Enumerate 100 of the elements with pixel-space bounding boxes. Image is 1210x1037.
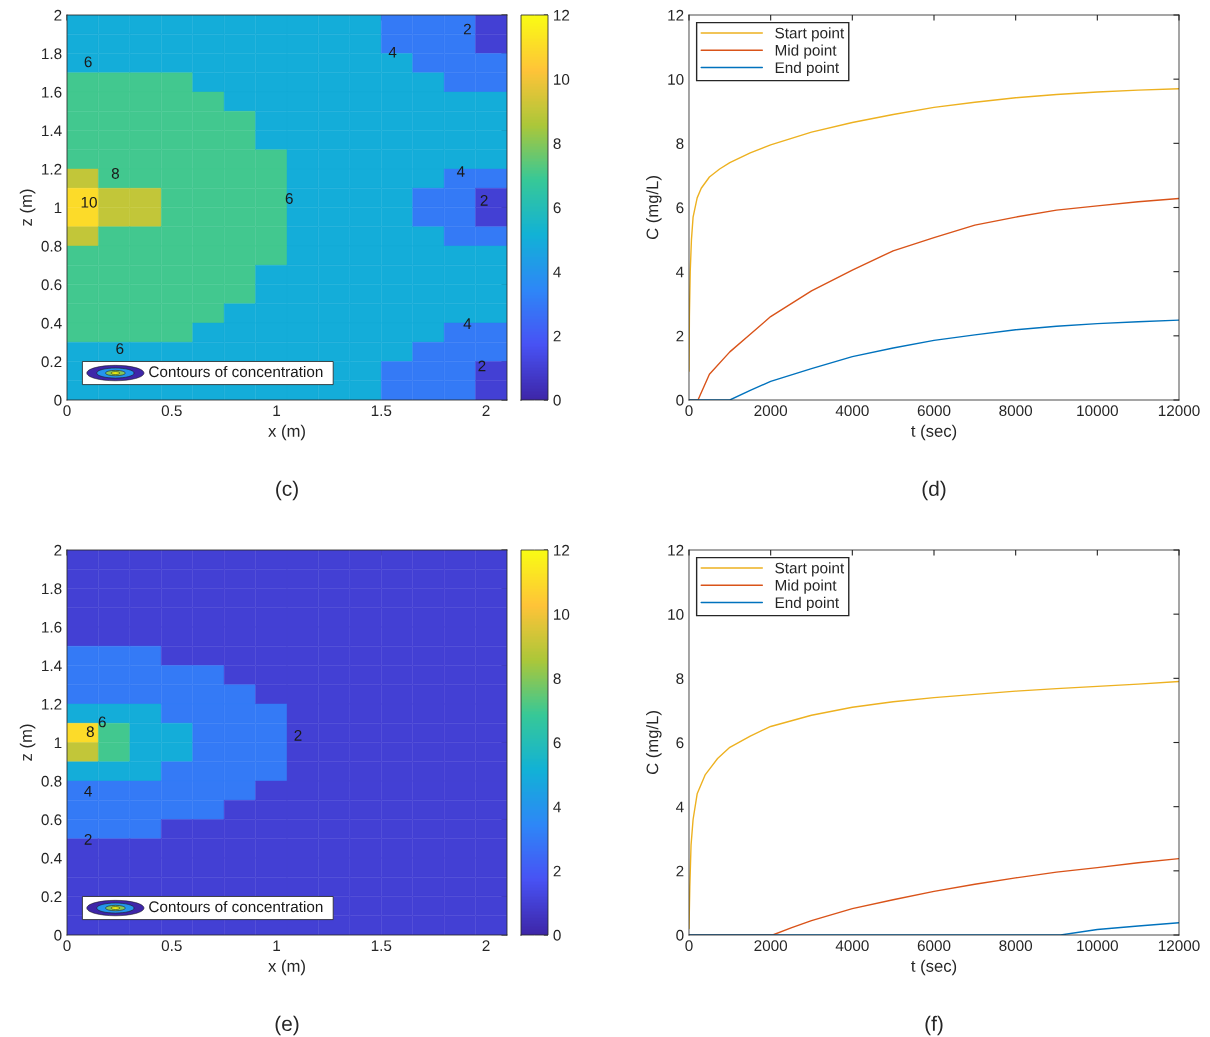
y-tick-label: 1.4 — [42, 125, 62, 137]
legend-label: Mid point — [775, 44, 837, 59]
color-bar-label: 4 — [553, 266, 561, 278]
x-tick-label: 2000 — [754, 405, 788, 417]
y-tick-label: 1.8 — [42, 48, 62, 60]
y-tick-label: 4 — [675, 801, 684, 813]
text: (e) — [275, 1015, 299, 1036]
annotation: 6 — [285, 193, 293, 204]
y-tick-label: 1 — [54, 737, 62, 749]
annotation: 2 — [463, 23, 471, 35]
legend-label: Start point — [775, 562, 845, 577]
y-tick-label: 8 — [676, 673, 684, 685]
annotation: 4 — [463, 318, 472, 329]
text: (d) — [922, 480, 946, 501]
y-tick-label: 1 — [54, 202, 62, 214]
text: (c) — [276, 480, 298, 501]
x-tick-label: 1 — [273, 940, 281, 951]
color-bar-label: 4 — [553, 801, 561, 813]
y-tick-label: 0 — [676, 929, 684, 941]
color-bar-label: 10 — [554, 74, 570, 85]
x-tick-label: 4000 — [835, 405, 869, 417]
color-bar-label: 12 — [554, 544, 570, 556]
color-bar-label: 10 — [554, 609, 570, 620]
y-tick-label: 0 — [54, 929, 62, 941]
y-tick-label: 0.4 — [41, 852, 62, 864]
y-tick-label: 0.4 — [41, 317, 62, 329]
y-tick-label: 1.2 — [42, 163, 62, 175]
x-tick-label: 12000 — [1158, 405, 1200, 417]
annotation: 6 — [84, 56, 92, 68]
x-tick-label: 0 — [685, 940, 693, 952]
annotation: 2 — [480, 195, 488, 206]
x-tick-label: 6000 — [917, 940, 951, 952]
x-tick-label: 10000 — [1077, 405, 1118, 417]
x-tick-label: 2 — [482, 405, 490, 416]
x-tick-label: 1.5 — [371, 405, 392, 417]
y-tick-label: 2 — [54, 9, 62, 21]
annotation: Contours of concentration — [149, 900, 323, 913]
x-tick-label: 1 — [273, 405, 281, 416]
x-tick-label: 0.5 — [161, 405, 182, 417]
y-tick-label: 10 — [668, 609, 684, 620]
y-tick-label: 1.6 — [42, 621, 62, 633]
annotation: 2 — [478, 360, 486, 372]
x-tick-label: 0 — [63, 405, 71, 417]
y-tick-label: 2 — [676, 330, 684, 342]
y-axis-title: C (mg/L) — [646, 711, 662, 775]
x-axis-title: t (sec) — [911, 959, 957, 976]
annotation: Contours of concentration — [149, 365, 323, 378]
y-tick-label: 12 — [668, 9, 684, 21]
x-tick-label: 0.5 — [161, 940, 182, 952]
y-tick-label: 0.6 — [41, 279, 62, 291]
y-tick-label: 1.2 — [42, 698, 62, 710]
y-tick-label: 0.8 — [41, 240, 62, 252]
annotation: 2 — [84, 833, 92, 845]
color-bar-label: 0 — [553, 929, 561, 941]
x-tick-label: 2000 — [754, 940, 788, 952]
annotation: 4 — [84, 785, 92, 797]
x-tick-label: 1.5 — [371, 940, 392, 952]
x-tick-label: 2 — [482, 940, 490, 951]
color-bar-label: 12 — [554, 9, 570, 21]
annotation: 6 — [98, 716, 106, 728]
y-tick-label: 0.2 — [41, 891, 62, 903]
y-tick-label: 1.6 — [42, 86, 62, 98]
annotation: 10 — [81, 196, 97, 208]
legend-label: End point — [775, 61, 839, 77]
legend-label: Start point — [775, 27, 845, 42]
y-axis-title: z (m) — [19, 724, 36, 761]
x-tick-label: 12000 — [1158, 940, 1200, 952]
x-tick-label: 6000 — [917, 405, 951, 417]
y-tick-label: 0.2 — [41, 356, 62, 368]
color-bar-label: 0 — [553, 394, 561, 406]
text: (f) — [925, 1015, 943, 1036]
color-bar-label: 2 — [553, 330, 561, 342]
color-bar-label: 8 — [553, 138, 561, 150]
x-tick-label: 8000 — [999, 940, 1033, 952]
y-tick-label: 6 — [676, 737, 684, 749]
annotation: 4 — [388, 46, 397, 58]
y-tick-label: 0.8 — [41, 775, 62, 787]
y-tick-label: 8 — [676, 138, 684, 150]
y-tick-label: 0 — [676, 394, 684, 406]
color-bar-label: 8 — [553, 673, 561, 685]
annotation: 8 — [86, 726, 94, 737]
y-tick-label: 4 — [675, 266, 684, 278]
x-tick-label: 4000 — [835, 940, 869, 952]
y-tick-label: 2 — [54, 544, 62, 556]
y-tick-label: 0 — [54, 394, 62, 406]
x-tick-label: 8000 — [999, 405, 1033, 417]
annotation: 8 — [111, 168, 119, 179]
y-tick-label: 1.4 — [42, 660, 62, 672]
x-tick-label: 10000 — [1077, 940, 1118, 952]
annotation: 4 — [456, 166, 465, 177]
color-bar-label: 6 — [553, 202, 561, 214]
annotation: 6 — [116, 343, 124, 355]
y-tick-label: 0.6 — [41, 814, 62, 826]
y-tick-label: 2 — [676, 865, 684, 877]
y-axis-title: z (m) — [19, 189, 36, 226]
y-axis-title: C (mg/L) — [646, 176, 662, 240]
color-bar-label: 2 — [553, 865, 561, 877]
y-tick-label: 1.8 — [42, 583, 62, 595]
color-bar-label: 6 — [553, 737, 561, 749]
x-axis-title: x (m) — [268, 959, 305, 976]
